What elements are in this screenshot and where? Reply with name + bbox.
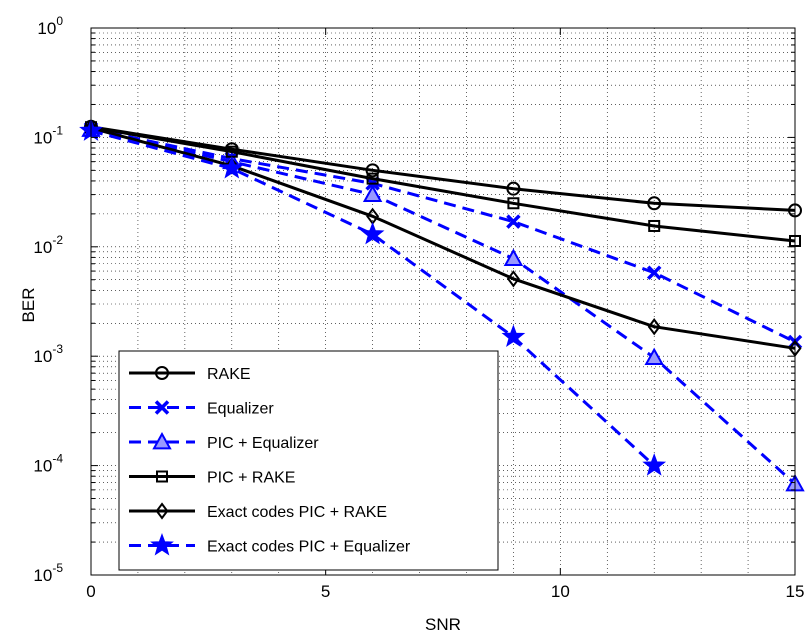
axis-ticks <box>90 27 796 576</box>
star-marker <box>219 156 244 179</box>
y-tick-label: 100 <box>37 14 63 38</box>
legend-label: PIC + RAKE <box>207 470 295 487</box>
legend-item: Equalizer <box>129 400 274 418</box>
x-marker <box>154 400 170 415</box>
legend-label: Exact codes PIC + RAKE <box>207 504 387 521</box>
star-marker <box>150 533 174 556</box>
legend-item: PIC + Equalizer <box>129 431 319 452</box>
series-line <box>90 126 796 350</box>
star-marker <box>501 324 526 347</box>
legend-label: Exact codes PIC + Equalizer <box>207 539 411 556</box>
tick-labels: 0 5 10 15 100 10-1 10-2 10-3 10-4 10-5 <box>33 14 804 601</box>
legend-item: RAKE <box>129 366 251 383</box>
diamond-marker <box>155 502 169 520</box>
legend-box <box>118 350 499 571</box>
series-line <box>90 128 797 486</box>
legend-item: Exact codes PIC + Equalizer <box>129 533 411 556</box>
circle-marker <box>365 163 380 178</box>
triangle-marker <box>503 248 524 267</box>
plot-frame <box>90 27 796 576</box>
legend-label: RAKE <box>207 366 251 383</box>
x-axis-label: SNR <box>425 615 461 634</box>
square-marker <box>648 219 661 232</box>
x-tick-label: 0 <box>86 582 95 601</box>
circle-marker <box>506 181 521 196</box>
x-marker <box>506 214 521 229</box>
square-marker <box>507 197 520 210</box>
series-line <box>90 125 796 243</box>
series-line <box>90 127 796 344</box>
x-marker <box>646 265 662 280</box>
x-tick-label: 10 <box>551 582 570 601</box>
y-tick-label: 10-3 <box>33 342 63 366</box>
diamond-marker <box>506 270 520 288</box>
y-axis-label: BER <box>19 288 38 323</box>
diamond-marker <box>647 318 661 336</box>
y-tick-label: 10-5 <box>33 561 63 585</box>
legend-label: Equalizer <box>207 401 274 418</box>
y-tick-label: 10-1 <box>33 123 63 147</box>
series-line <box>90 125 796 212</box>
triangle-marker <box>362 184 383 203</box>
legend-item: PIC + RAKE <box>129 470 295 487</box>
x-tick-label: 15 <box>786 582 805 601</box>
x-tick-label: 5 <box>321 582 330 601</box>
star-marker <box>642 453 667 476</box>
y-tick-label: 10-2 <box>33 233 63 257</box>
legend: RAKE Equalizer PIC + Equalizer PIC + RAKE Ex… <box>118 350 499 571</box>
y-tick-label: 10-4 <box>33 452 63 476</box>
series-line <box>90 129 656 467</box>
legend-item: Exact codes PIC + RAKE <box>129 502 387 521</box>
legend-label: PIC + Equalizer <box>207 435 319 452</box>
triangle-marker <box>152 431 172 450</box>
square-marker <box>156 470 168 483</box>
circle-marker <box>647 196 662 211</box>
circle-marker <box>155 366 169 380</box>
square-marker <box>366 172 379 185</box>
star-marker <box>360 221 385 245</box>
triangle-marker <box>644 347 664 366</box>
